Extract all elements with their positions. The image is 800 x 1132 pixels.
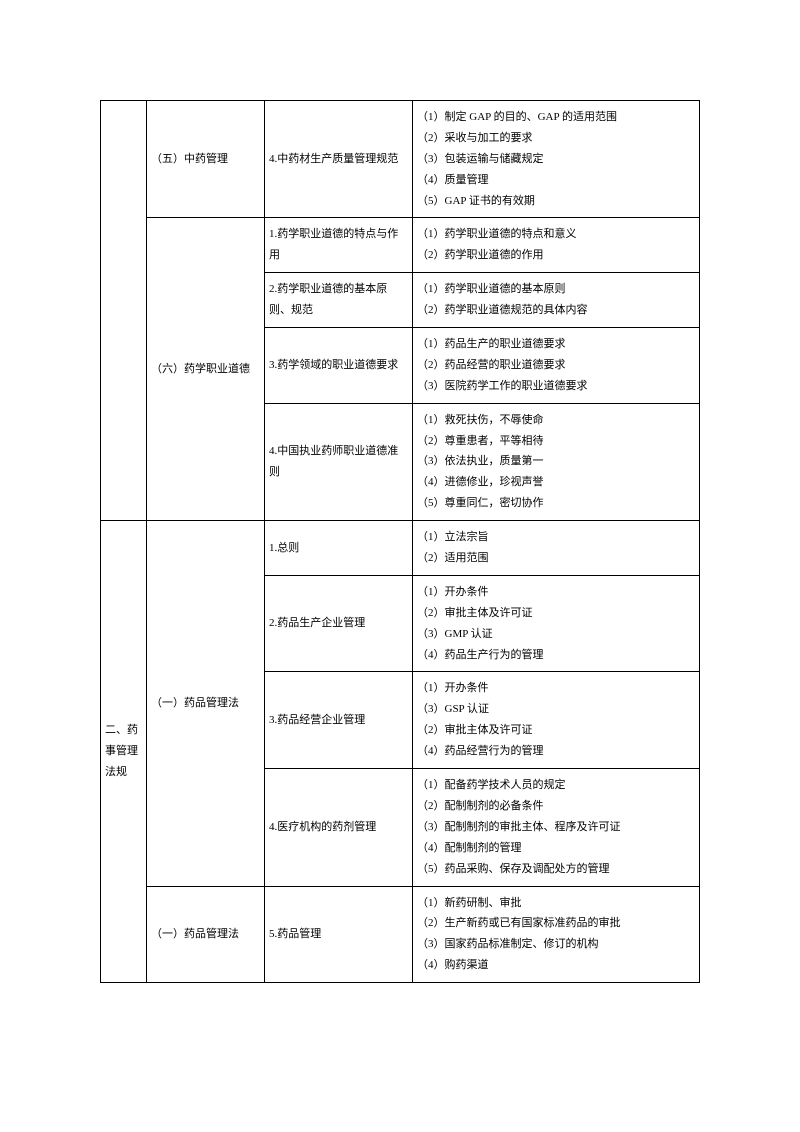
cell-topic: 1.总则 xyxy=(265,521,413,576)
cell-topic: 4.医疗机构的药剂管理 xyxy=(265,769,413,886)
cell-section: （一）药品管理法 xyxy=(147,521,265,886)
cell-detail: （1）救死扶伤，不辱使命（2）尊重患者，平等相待（3）依法执业，质量第一（4）进… xyxy=(413,403,700,520)
cell-topic: 4.中国执业药师职业道德准则 xyxy=(265,403,413,520)
cell-detail: （1）药学职业道德的特点和意义（2）药学职业道德的作用 xyxy=(413,218,700,273)
cell-topic: 5.药品管理 xyxy=(265,886,413,983)
cell-section: （五）中药管理 xyxy=(147,101,265,218)
cell-detail: （1）制定 GAP 的目的、GAP 的适用范围（2）采收与加工的要求（3）包装运… xyxy=(413,101,700,218)
cell-topic: 3.药学领域的职业道德要求 xyxy=(265,328,413,404)
cell-detail: （1）药学职业道德的基本原则（2）药学职业道德规范的具体内容 xyxy=(413,273,700,328)
table-row: （六）药学职业道德 1.药学职业道德的特点与作用 （1）药学职业道德的特点和意义… xyxy=(101,218,700,273)
document-page: （五）中药管理 4.中药材生产质量管理规范 （1）制定 GAP 的目的、GAP … xyxy=(0,0,800,1043)
cell-topic: 2.药学职业道德的基本原则、规范 xyxy=(265,273,413,328)
table-row: （五）中药管理 4.中药材生产质量管理规范 （1）制定 GAP 的目的、GAP … xyxy=(101,101,700,218)
cell-section: （六）药学职业道德 xyxy=(147,218,265,521)
table-body: （五）中药管理 4.中药材生产质量管理规范 （1）制定 GAP 的目的、GAP … xyxy=(101,101,700,983)
cell-topic: 4.中药材生产质量管理规范 xyxy=(265,101,413,218)
cell-detail: （1）开办条件（2）审批主体及许可证（3）GMP 认证（4）药品生产行为的管理 xyxy=(413,575,700,672)
cell-detail: （1）配备药学技术人员的规定（2）配制制剂的必备条件（3）配制制剂的审批主体、程… xyxy=(413,769,700,886)
cell-detail: （1）开办条件（3）GSP 认证（2）审批主体及许可证（4）药品经营行为的管理 xyxy=(413,672,700,769)
cell-chapter xyxy=(101,101,147,521)
cell-section: （一）药品管理法 xyxy=(147,886,265,983)
cell-detail: （1）药品生产的职业道德要求（2）药品经营的职业道德要求（3）医院药学工作的职业… xyxy=(413,328,700,404)
table-row: 二、药事管理法规 （一）药品管理法 1.总则 （1）立法宗旨（2）适用范围 xyxy=(101,521,700,576)
syllabus-table: （五）中药管理 4.中药材生产质量管理规范 （1）制定 GAP 的目的、GAP … xyxy=(100,100,700,983)
cell-chapter: 二、药事管理法规 xyxy=(101,521,147,983)
cell-topic: 2.药品生产企业管理 xyxy=(265,575,413,672)
cell-detail: （1）新药研制、审批（2）生产新药或已有国家标准药品的审批（3）国家药品标准制定… xyxy=(413,886,700,983)
cell-topic: 3.药品经营企业管理 xyxy=(265,672,413,769)
cell-detail: （1）立法宗旨（2）适用范围 xyxy=(413,521,700,576)
cell-topic: 1.药学职业道德的特点与作用 xyxy=(265,218,413,273)
